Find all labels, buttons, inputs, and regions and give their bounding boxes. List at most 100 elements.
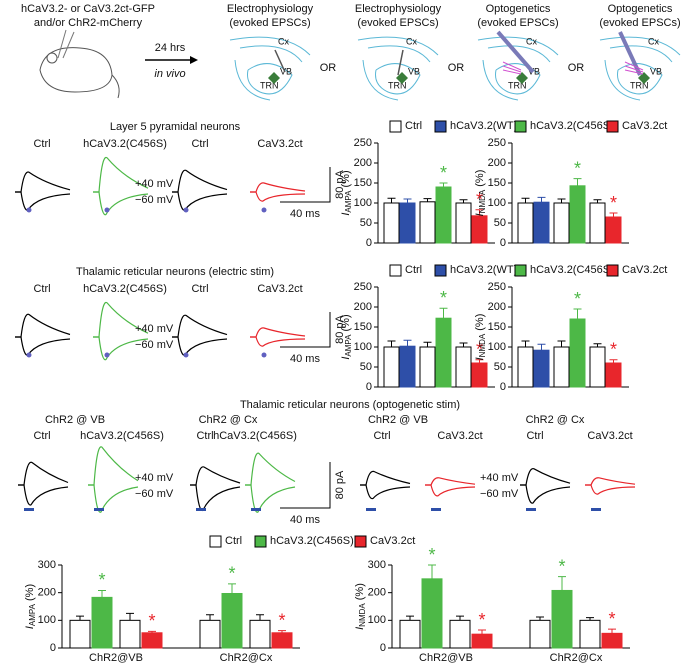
error-bar: [76, 615, 84, 621]
error-bar: [475, 359, 484, 363]
bar: [271, 632, 293, 649]
bar: [529, 619, 551, 649]
y-tick-label: 100: [354, 197, 372, 209]
pipette: [62, 31, 75, 59]
legend-label: hCaV3.2(C456S): [270, 535, 354, 547]
error-bar: [423, 341, 432, 347]
light-pulse: [366, 508, 376, 511]
y-axis-label-part: (%): [354, 583, 366, 600]
error-bar: [423, 198, 432, 202]
x-tick-label: ChR2@VB: [89, 652, 143, 664]
scale-label: 80 pA: [334, 314, 346, 343]
voltage-label: +40 mV: [135, 472, 174, 484]
trace-label: hCaV3.2(C456S): [213, 430, 297, 442]
trace: [250, 336, 306, 347]
bar: [605, 362, 622, 388]
legend-label: Ctrl: [405, 264, 422, 276]
brain-outline: [357, 36, 439, 101]
error-bar: [521, 197, 530, 203]
y-axis-label-part: (%): [340, 314, 352, 331]
trace: [172, 169, 228, 193]
bar: [383, 202, 400, 244]
trace-label: Ctrl: [33, 283, 50, 295]
optic-fiber: [618, 31, 642, 76]
error-bar: [228, 583, 236, 594]
error-bar: [557, 198, 566, 203]
panel-title: (evoked EPSCs): [477, 17, 558, 29]
trace: [360, 470, 411, 486]
trace-label: CaV3.2ct: [257, 138, 302, 150]
trace: [93, 156, 149, 193]
trace-group: ChR2 @ Cx: [199, 414, 258, 426]
stim-marker: [261, 207, 267, 213]
legend-swatch: [389, 264, 402, 277]
y-tick-label: 200: [354, 301, 372, 313]
trace: [15, 191, 71, 211]
bar: [383, 346, 400, 388]
trace: [93, 191, 149, 216]
electrode: [274, 49, 286, 73]
y-axis-label: IAMPA (%): [340, 170, 353, 215]
trace: [425, 484, 476, 497]
injection-label: and/or ChR2-mCherry: [34, 17, 143, 29]
significance: *: [148, 611, 155, 631]
y-axis-label: INMDA (%): [474, 170, 487, 217]
region-label: TRN: [388, 80, 407, 90]
region-label: VB: [528, 66, 540, 76]
region-label: Cx: [406, 36, 417, 46]
bar: [399, 202, 416, 244]
error-bar: [387, 197, 396, 203]
stim-marker: [261, 352, 267, 358]
light-pulse: [196, 508, 206, 511]
trace: [93, 301, 149, 338]
error-bar: [573, 178, 582, 186]
trace: [88, 446, 139, 486]
legend-label: hCaV3.2(WT): [450, 264, 517, 276]
y-tick-label: 100: [368, 614, 386, 626]
bar: [471, 362, 488, 388]
y-tick-label: 150: [488, 177, 506, 189]
y-tick-label: 0: [366, 381, 372, 393]
significance: *: [98, 570, 105, 590]
trace-label: CaV3.2ct: [587, 430, 632, 442]
bar: [471, 215, 488, 244]
y-axis-label-part: I: [340, 357, 352, 360]
pipette: [57, 29, 67, 59]
significance: *: [610, 340, 617, 360]
significance: *: [574, 158, 581, 178]
significance: *: [558, 556, 565, 576]
y-tick-label: 50: [360, 217, 372, 229]
y-tick-label: 100: [38, 614, 56, 626]
bar: [399, 619, 421, 649]
y-tick-label: 100: [354, 341, 372, 353]
bar: [579, 619, 601, 649]
region-label: VB: [650, 66, 662, 76]
trace-label: Ctrl: [196, 430, 213, 442]
bar: [249, 619, 271, 649]
bar: [419, 201, 436, 244]
arrow-label: in vivo: [154, 68, 185, 80]
y-tick-label: 250: [354, 137, 372, 149]
trace-title: Thalamic reticular neurons (electric sti…: [76, 266, 274, 278]
trace-group: ChR2 @ Cx: [526, 414, 585, 426]
y-tick-label: 200: [38, 587, 56, 599]
trace-group: ChR2 @ VB: [45, 414, 105, 426]
bar: [221, 592, 243, 649]
voltage-label: −60 mV: [135, 339, 174, 351]
panel-title: Optogenetics: [486, 3, 551, 15]
trace: [172, 336, 228, 356]
y-axis-label-part: NMDA: [478, 189, 487, 213]
trace: [425, 477, 476, 486]
bar: [435, 317, 452, 388]
significance: *: [610, 193, 617, 213]
light-pulse: [591, 508, 601, 511]
trace: [88, 484, 139, 513]
y-axis-label-part: NMDA: [478, 333, 487, 357]
light-pulse: [431, 508, 441, 511]
y-tick-label: 0: [366, 237, 372, 249]
significance: *: [476, 340, 483, 360]
error-bar: [608, 628, 616, 634]
voltage-label: +40 mV: [135, 178, 174, 190]
scale-label: 80 pA: [334, 169, 346, 198]
error-bar: [558, 576, 566, 591]
